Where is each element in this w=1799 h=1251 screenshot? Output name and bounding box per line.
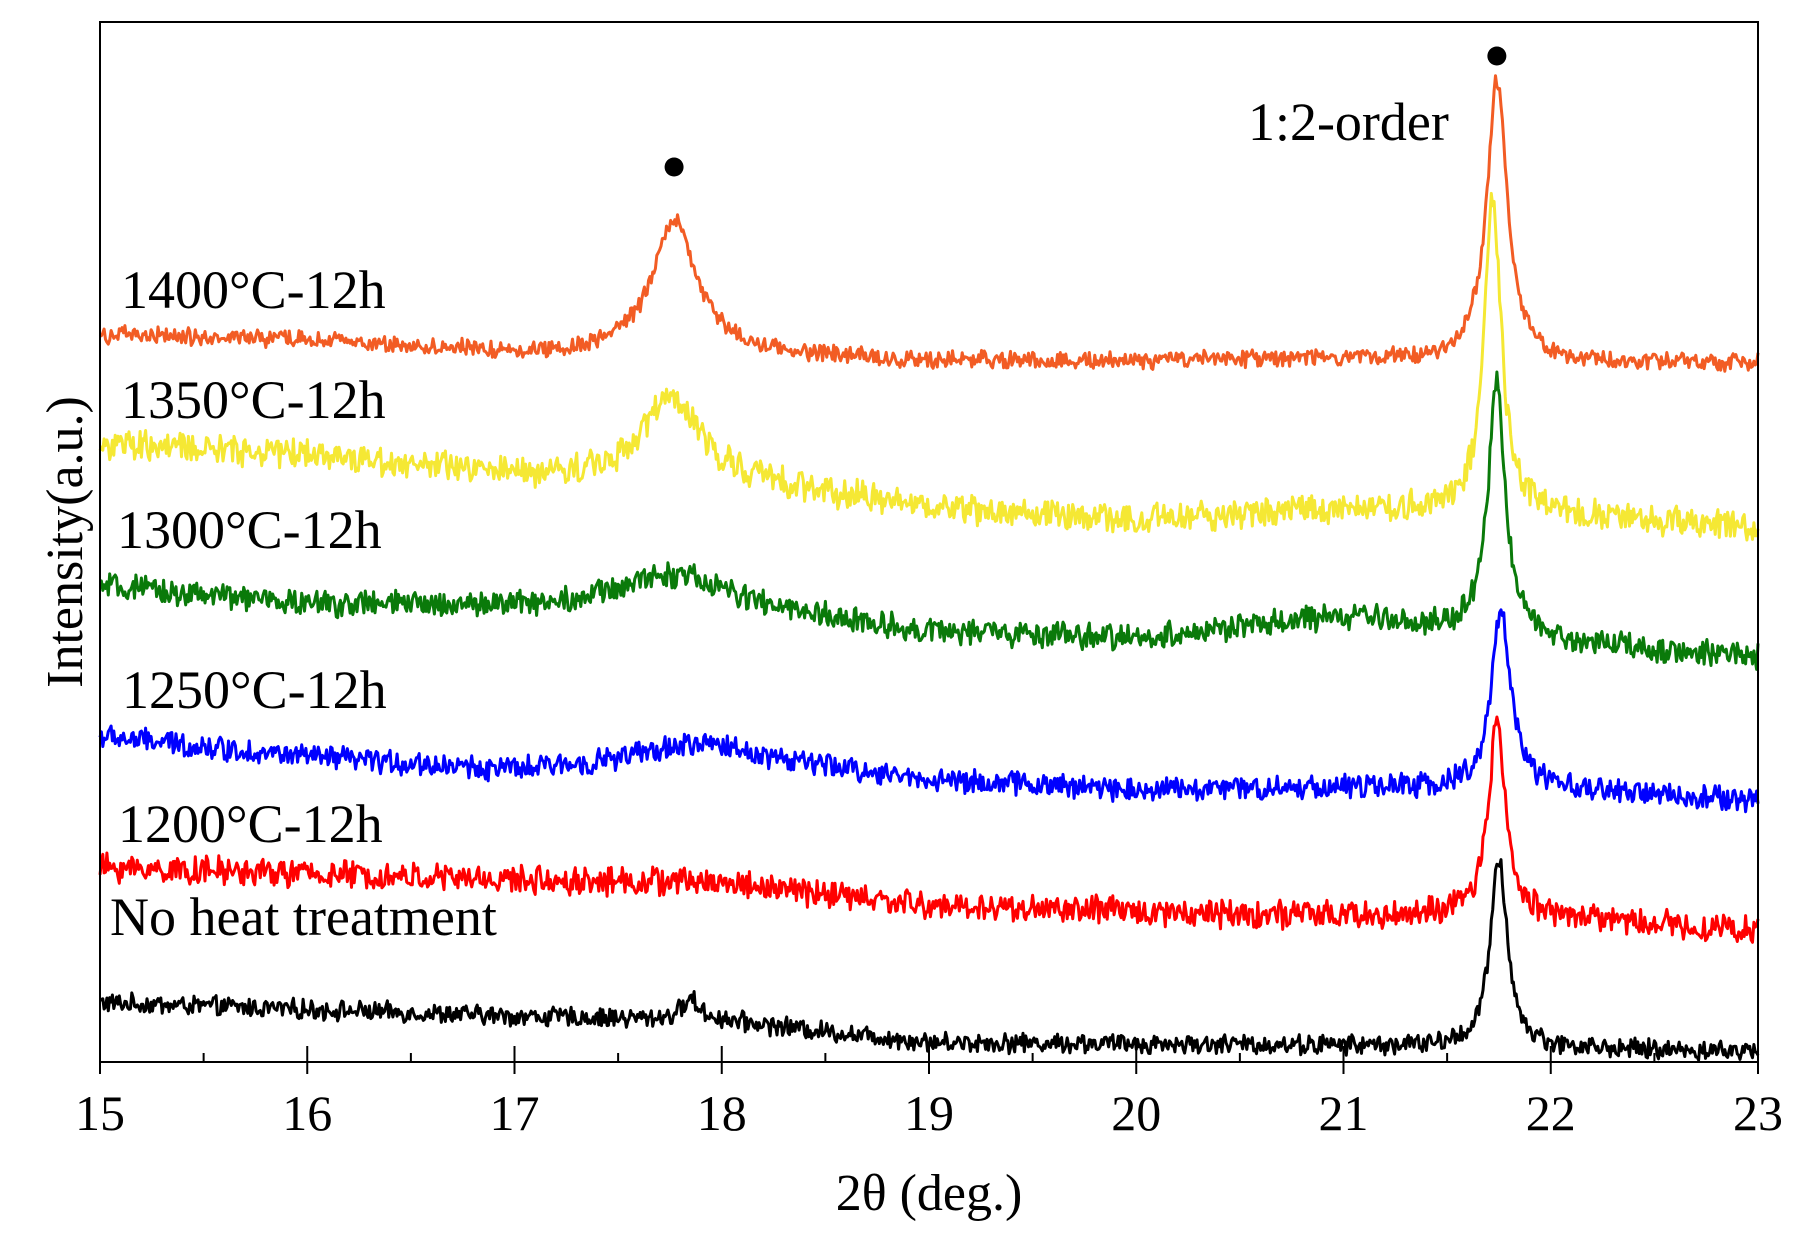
series-label: 1400°C-12h (121, 260, 386, 320)
series-line-4 (98, 191, 1760, 542)
x-tick-label: 17 (490, 1085, 540, 1141)
y-axis-title: Intensity(a.u.) (37, 396, 94, 688)
peak-marker-dot (664, 157, 684, 177)
x-tick-label: 21 (1319, 1085, 1369, 1141)
series-labels: No heat treatment 1200°C-12h 1250°C-12h 130… (110, 260, 497, 947)
x-tick-label: 16 (282, 1085, 332, 1141)
series-line-5 (98, 74, 1760, 373)
series-label: 1200°C-12h (118, 794, 383, 854)
peak-marker-dot (1487, 46, 1507, 66)
series-layer (98, 74, 1760, 1062)
x-tick-label: 22 (1526, 1085, 1576, 1141)
x-tick-label: 20 (1111, 1085, 1161, 1141)
x-tick-label: 19 (904, 1085, 954, 1141)
series-label: 1300°C-12h (117, 500, 382, 560)
series-line-3 (99, 370, 1760, 671)
peak-annotations: 1:2-order (664, 46, 1507, 177)
series-line-0 (98, 858, 1760, 1062)
x-tick-label: 15 (75, 1085, 125, 1141)
series-label: No heat treatment (110, 887, 497, 947)
order-annotation: 1:2-order (1248, 92, 1449, 152)
tick-layer: 15 16 17 18 19 20 21 22 23 (75, 1046, 1783, 1141)
x-tick-label: 18 (697, 1085, 747, 1141)
x-tick-label: 23 (1733, 1085, 1783, 1141)
series-line-2 (98, 608, 1760, 814)
series-label: 1350°C-12h (121, 370, 386, 430)
series-line-1 (98, 715, 1760, 944)
series-label: 1250°C-12h (122, 660, 387, 720)
x-axis-title: 2θ (deg.) (836, 1165, 1023, 1222)
